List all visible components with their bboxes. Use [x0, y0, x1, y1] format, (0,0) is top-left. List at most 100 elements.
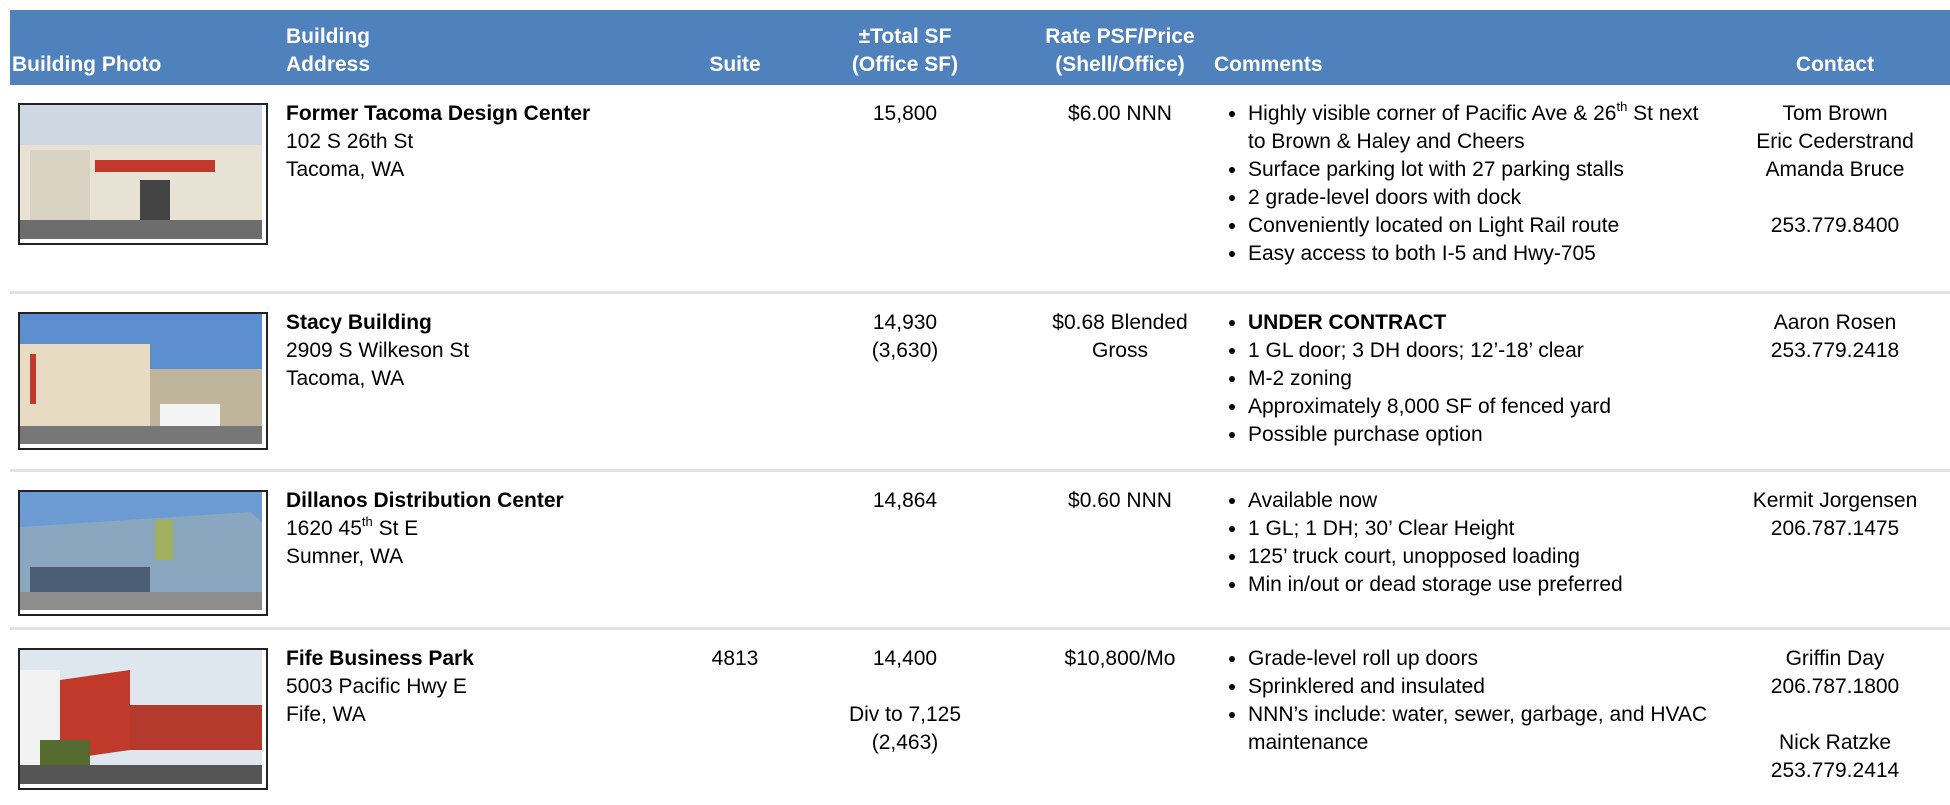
- rate-cell: $0.68 Blended Gross: [1030, 292, 1210, 470]
- comments-cell: Available now1 GL; 1 DH; 30’ Clear Heigh…: [1210, 470, 1720, 628]
- spacer: [1724, 184, 1946, 212]
- column-header: Rate PSF/Price (Shell/Office): [1030, 10, 1210, 85]
- comment: Grade-level roll up doors: [1248, 645, 1716, 673]
- contact-line: Eric Cederstrand: [1724, 128, 1946, 156]
- column-header: Comments: [1210, 10, 1720, 85]
- contact-line: 253.779.2418: [1724, 337, 1946, 365]
- rate: $6.00 NNN: [1034, 100, 1206, 128]
- text-run: UNDER CONTRACT: [1248, 311, 1446, 334]
- address-line: Sumner, WA: [286, 543, 686, 571]
- text-run: Aaron Rosen: [1774, 311, 1897, 334]
- building-name: Dillanos Distribution Center: [286, 487, 686, 515]
- text-run: Suite: [709, 53, 760, 76]
- text-run: 5003 Pacific Hwy E: [286, 675, 467, 698]
- total-sf: (3,630): [784, 337, 1026, 365]
- address-line: 102 S 26th St: [286, 128, 686, 156]
- building-name: Fife Business Park: [286, 645, 686, 673]
- text-run: Surface parking lot with 27 parking stal…: [1248, 158, 1624, 181]
- text-run: 253.779.2418: [1771, 339, 1899, 362]
- bold-text: Dillanos Distribution Center: [286, 489, 564, 512]
- text-run: Tacoma, WA: [286, 367, 404, 390]
- listing-row: Former Tacoma Design Center 102 S 26th St…: [10, 85, 1950, 292]
- text-run: Building Photo: [12, 53, 161, 76]
- header-line: Address: [286, 51, 686, 79]
- text-run: (3,630): [872, 339, 939, 362]
- total-sf: 14,930: [784, 309, 1026, 337]
- text-run: Kermit Jorgensen: [1753, 489, 1918, 512]
- header-line: (Office SF): [784, 51, 1026, 79]
- contact-line: Aaron Rosen: [1724, 309, 1946, 337]
- rate: $10,800/Mo: [1034, 645, 1206, 673]
- comment: Easy access to both I-5 and Hwy-705: [1248, 240, 1716, 268]
- bold-text: Former Tacoma Design Center: [286, 102, 590, 125]
- photo-cell: [10, 470, 282, 628]
- header-line: Building: [286, 23, 686, 51]
- comment: Possible purchase option: [1248, 421, 1716, 449]
- comments-cell: UNDER CONTRACT 1 GL door; 3 DH doors; 12’…: [1210, 292, 1720, 470]
- contact-line: Amanda Bruce: [1724, 156, 1946, 184]
- contact-cell: Tom Brown Eric CederstrandAmanda Bruce 253…: [1720, 85, 1950, 292]
- comments-cell: Highly visible corner of Pacific Ave & 2…: [1210, 85, 1720, 292]
- text-run: Possible purchase option: [1248, 423, 1483, 446]
- comment: 125’ truck court, unopposed loading: [1248, 543, 1716, 571]
- comment: 1 GL; 1 DH; 30’ Clear Height: [1248, 515, 1716, 543]
- text-run: Rate PSF/Price: [1045, 25, 1194, 48]
- address-cell: Stacy Building2909 S Wilkeson StTacoma, …: [282, 292, 690, 470]
- text-run: 2 grade-level doors with dock: [1248, 186, 1521, 209]
- address-line: Fife, WA: [286, 701, 686, 729]
- total-sf-cell: 14,930 (3,630): [780, 292, 1030, 470]
- comment: Conveniently located on Light Rail route: [1248, 212, 1716, 240]
- comment-list: Highly visible corner of Pacific Ave & 2…: [1214, 100, 1716, 268]
- contact-line: 253.779.8400: [1724, 212, 1946, 240]
- comment: Available now: [1248, 487, 1716, 515]
- text-run: 125’ truck court, unopposed loading: [1248, 545, 1580, 568]
- bold-text: Stacy Building: [286, 311, 432, 334]
- rate-cell: $6.00 NNN: [1030, 85, 1210, 292]
- spacer: [784, 673, 1026, 701]
- text-run: Grade-level roll up doors: [1248, 647, 1478, 670]
- text-run: Tacoma, WA: [286, 158, 404, 181]
- bold-text: UNDER CONTRACT: [1248, 311, 1446, 334]
- suite-cell: [690, 85, 780, 292]
- comment: UNDER CONTRACT: [1248, 309, 1716, 337]
- comment: Highly visible corner of Pacific Ave & 2…: [1248, 100, 1716, 156]
- text-run: Min in/out or dead storage use preferred: [1248, 573, 1623, 596]
- comment: Min in/out or dead storage use preferred: [1248, 571, 1716, 599]
- text-run: 206.787.1800: [1771, 675, 1899, 698]
- listing-row: Dillanos Distribution Center 1620 45th St…: [10, 470, 1950, 628]
- photo-cell: [10, 628, 282, 797]
- comments-cell: Grade-level roll up doors Sprinklered and…: [1210, 628, 1720, 797]
- text-run: ±Total SF: [859, 25, 952, 48]
- photo-cell: [10, 292, 282, 470]
- address-line: 1620 45th St E: [286, 515, 686, 543]
- building-photo: [18, 103, 268, 245]
- text-run: Tom Brown: [1782, 102, 1887, 125]
- text-run: 253.779.8400: [1771, 214, 1899, 237]
- comment: Sprinklered and insulated: [1248, 673, 1716, 701]
- text-run: Conveniently located on Light Rail route: [1248, 214, 1619, 237]
- text-run: 1620 45: [286, 517, 362, 540]
- text-run: Sprinklered and insulated: [1248, 675, 1485, 698]
- column-header: Suite: [690, 10, 780, 85]
- text-run: Comments: [1214, 53, 1323, 76]
- text-run: (Shell/Office): [1055, 53, 1185, 76]
- comment: NNN’s include: water, sewer, garbage, an…: [1248, 701, 1716, 757]
- column-header: Building Photo: [10, 10, 282, 85]
- text-run: 14,864: [873, 489, 937, 512]
- text-run: 14,930: [873, 311, 937, 334]
- text-run: 206.787.1475: [1771, 517, 1899, 540]
- text-run: Sumner, WA: [286, 545, 403, 568]
- comment: M-2 zoning: [1248, 365, 1716, 393]
- total-sf: 14,864: [784, 487, 1026, 515]
- text-run: 1 GL door; 3 DH doors; 12’-18’ clear: [1248, 339, 1584, 362]
- column-header: ±Total SF (Office SF): [780, 10, 1030, 85]
- address-line: Tacoma, WA: [286, 365, 686, 393]
- text-run: Easy access to both I-5 and Hwy-705: [1248, 242, 1596, 265]
- text-run: Address: [286, 53, 370, 76]
- text-run: 102 S 26th St: [286, 130, 413, 153]
- contact-cell: Kermit Jorgensen 206.787.1475: [1720, 470, 1950, 628]
